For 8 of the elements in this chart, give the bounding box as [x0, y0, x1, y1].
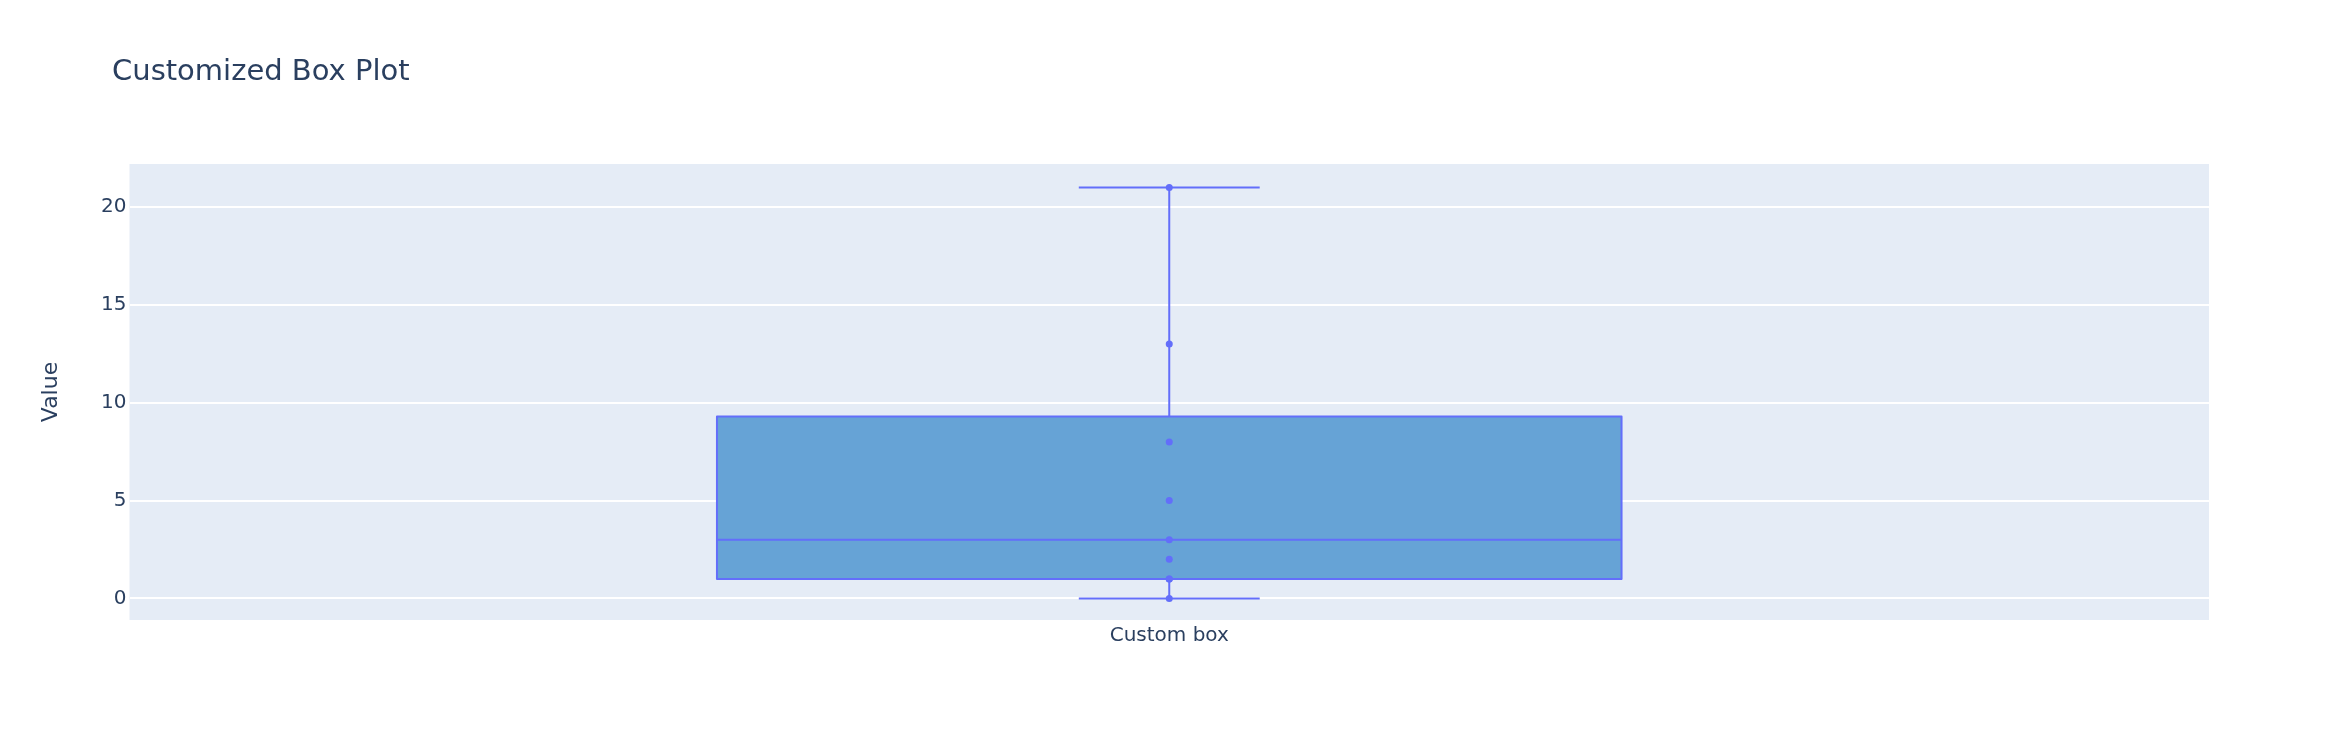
y-tick-label: 20 [101, 193, 127, 218]
y-axis-title: Value [36, 361, 62, 423]
chart-title: Customized Box Plot [112, 53, 410, 87]
y-tick-label: 10 [101, 388, 127, 413]
y-tick-label: 0 [113, 584, 127, 609]
y-tick-label: 15 [101, 291, 127, 316]
x-tick-label: Custom box [1109, 622, 1229, 647]
y-tick-label: 5 [113, 486, 127, 511]
